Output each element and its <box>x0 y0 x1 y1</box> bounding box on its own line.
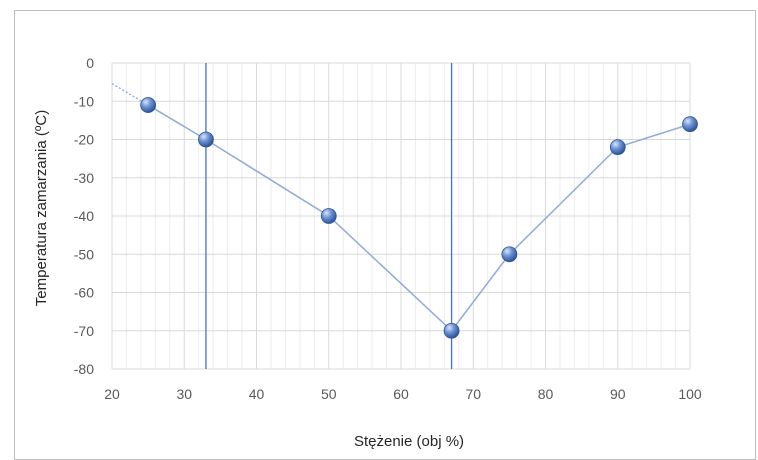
reference-lines <box>205 63 453 369</box>
y-axis-title: Temperatura zamarzania (ºC) <box>33 110 50 306</box>
y-tick-label: -20 <box>74 132 94 148</box>
x-tick-label: 70 <box>465 386 481 402</box>
x-tick-label: 40 <box>249 386 265 402</box>
x-tick-label: 30 <box>176 386 192 402</box>
data-points <box>140 97 698 339</box>
x-tick-label: 90 <box>610 386 626 402</box>
data-point <box>682 116 698 133</box>
y-tick-label: -10 <box>74 93 94 109</box>
data-point <box>501 246 518 263</box>
y-tick-label: -40 <box>74 208 94 224</box>
y-tick-label: -70 <box>74 323 94 339</box>
y-tick-label: -50 <box>74 246 94 262</box>
x-tick-label: 100 <box>678 386 702 402</box>
x-tick-labels: 20 30 40 50 60 70 80 90 100 <box>104 386 702 402</box>
x-tick-label: 60 <box>393 386 409 402</box>
data-point <box>443 322 460 339</box>
x-axis-title: Stężenie (obj %) <box>354 433 464 450</box>
data-point <box>609 139 626 156</box>
data-point <box>198 131 214 148</box>
x-tick-label: 50 <box>321 386 337 402</box>
series-line <box>147 104 691 332</box>
y-tick-label: -80 <box>74 361 94 377</box>
data-point <box>320 208 337 224</box>
y-tick-label: 0 <box>86 55 94 71</box>
y-tick-labels: 0 -10 -20 -30 -40 -50 -60 -70 -80 <box>74 55 94 377</box>
x-tick-label: 80 <box>538 386 554 402</box>
trend-extrapolation <box>111 82 149 106</box>
y-tick-label: -60 <box>74 285 94 301</box>
data-point <box>140 97 157 113</box>
y-tick-label: -30 <box>74 170 94 186</box>
grid <box>111 62 691 370</box>
x-tick-label: 20 <box>104 386 120 402</box>
